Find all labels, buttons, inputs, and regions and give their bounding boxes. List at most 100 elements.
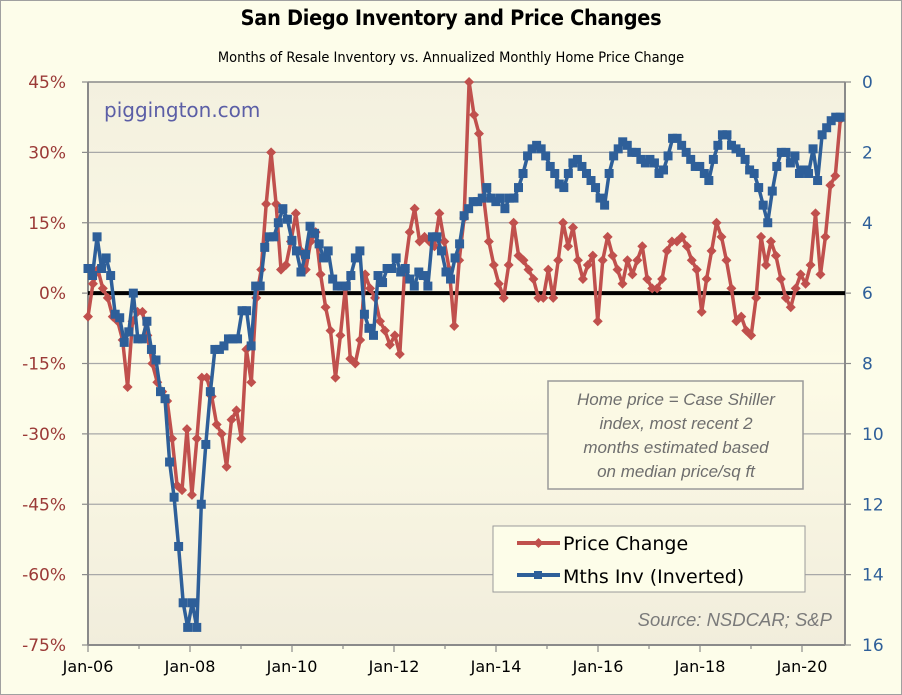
data-point bbox=[781, 147, 791, 157]
data-point bbox=[314, 239, 324, 249]
data-point bbox=[627, 269, 638, 280]
legend: Price Change Mths Inv (Inverted) bbox=[492, 525, 806, 593]
data-point bbox=[290, 208, 301, 219]
data-point bbox=[637, 241, 648, 252]
data-point bbox=[559, 183, 569, 193]
data-point bbox=[387, 263, 397, 273]
data-point bbox=[528, 274, 539, 285]
data-point bbox=[255, 281, 265, 291]
data-point bbox=[233, 334, 243, 344]
data-point bbox=[810, 208, 821, 219]
data-point bbox=[545, 161, 555, 171]
data-point bbox=[146, 344, 156, 354]
data-point bbox=[558, 217, 569, 228]
data-point bbox=[178, 598, 188, 608]
data-point bbox=[568, 158, 578, 168]
data-point bbox=[83, 263, 93, 273]
data-point bbox=[681, 147, 691, 157]
data-point bbox=[586, 176, 596, 186]
legend-item-months-inventory: Mths Inv (Inverted) bbox=[517, 566, 744, 588]
data-point bbox=[785, 302, 796, 313]
data-point bbox=[699, 168, 709, 178]
data-point bbox=[758, 200, 768, 210]
data-point bbox=[282, 214, 292, 224]
data-point bbox=[518, 168, 528, 178]
data-point bbox=[541, 151, 551, 161]
data-point bbox=[137, 306, 148, 317]
annotation-line: on median price/sq ft bbox=[597, 462, 756, 481]
data-point bbox=[409, 203, 420, 214]
data-point bbox=[746, 330, 757, 341]
data-point bbox=[364, 323, 374, 333]
data-point bbox=[731, 144, 741, 154]
data-point bbox=[450, 253, 460, 263]
right-tick-label: 8 bbox=[862, 355, 873, 375]
data-point bbox=[513, 250, 524, 261]
data-point bbox=[754, 183, 764, 193]
data-point bbox=[418, 271, 428, 281]
data-point bbox=[87, 278, 98, 289]
data-point bbox=[236, 433, 247, 444]
source-note: Source: NSDCAR; S&P bbox=[638, 609, 833, 630]
data-point bbox=[319, 253, 329, 263]
data-point bbox=[122, 381, 133, 392]
data-point bbox=[815, 269, 826, 280]
data-point bbox=[400, 263, 410, 273]
data-point bbox=[695, 161, 705, 171]
data-point bbox=[493, 278, 504, 289]
data-point bbox=[228, 334, 238, 344]
x-tick-label: Jan-18 bbox=[674, 657, 726, 676]
data-point bbox=[133, 334, 143, 344]
data-point bbox=[137, 334, 147, 344]
left-tick-label: 15% bbox=[28, 214, 66, 234]
data-point bbox=[320, 302, 331, 313]
data-point bbox=[808, 144, 818, 154]
right-axis-ticks: 0 2 4 6 8 10 12 14 16 bbox=[845, 73, 884, 656]
data-point bbox=[315, 269, 326, 280]
data-point bbox=[716, 231, 727, 242]
left-tick-label: -45% bbox=[22, 495, 66, 515]
data-point bbox=[572, 154, 582, 164]
data-point bbox=[273, 218, 283, 228]
x-tick-label: Jan-14 bbox=[470, 657, 522, 676]
data-point bbox=[280, 259, 291, 270]
x-tick-label: Jan-08 bbox=[164, 657, 216, 676]
data-point bbox=[527, 144, 537, 154]
data-point bbox=[794, 168, 804, 178]
data-point bbox=[640, 158, 650, 168]
data-point bbox=[269, 232, 279, 242]
data-point bbox=[216, 428, 227, 439]
annotation-line: months estimated based bbox=[583, 438, 769, 457]
data-point bbox=[822, 123, 832, 133]
data-point bbox=[242, 306, 252, 316]
data-point bbox=[396, 267, 406, 277]
data-point bbox=[384, 339, 395, 350]
data-point bbox=[350, 358, 361, 369]
x-tick-label: Jan-06 bbox=[62, 657, 114, 676]
data-point bbox=[622, 255, 633, 266]
data-point bbox=[97, 283, 108, 294]
data-point bbox=[581, 168, 591, 178]
data-point bbox=[156, 387, 166, 397]
x-tick-label: Jan-10 bbox=[266, 657, 318, 676]
data-point bbox=[359, 309, 369, 319]
right-tick-label: 4 bbox=[862, 214, 873, 234]
data-point bbox=[464, 77, 475, 87]
data-point bbox=[548, 292, 559, 303]
data-point bbox=[441, 267, 451, 277]
data-point bbox=[201, 439, 211, 449]
data-point bbox=[251, 281, 261, 291]
data-point bbox=[749, 168, 759, 178]
data-point bbox=[662, 245, 673, 256]
data-point bbox=[97, 263, 107, 273]
data-point bbox=[572, 255, 583, 266]
right-tick-label: 12 bbox=[862, 495, 884, 515]
data-point bbox=[722, 130, 732, 140]
data-point bbox=[373, 271, 383, 281]
data-point bbox=[187, 598, 197, 608]
data-point bbox=[414, 267, 424, 277]
data-point bbox=[523, 151, 533, 161]
data-point bbox=[174, 541, 184, 551]
data-point bbox=[563, 241, 574, 252]
data-point bbox=[618, 137, 628, 147]
